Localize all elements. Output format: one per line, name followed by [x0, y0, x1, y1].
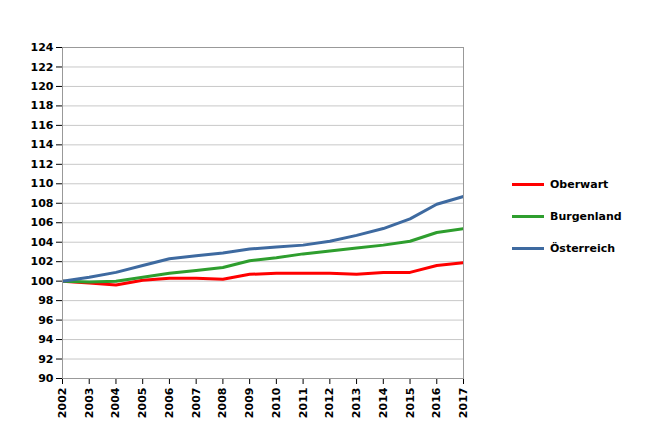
html-text:Österreich: Österreich [550, 241, 616, 255]
svg-text:118: 118 [31, 99, 54, 112]
html-text:Oberwart: Oberwart [550, 177, 609, 191]
svg-text:2002: 2002 [56, 388, 69, 419]
svg-text:94: 94 [38, 333, 54, 346]
svg-text:108: 108 [31, 197, 54, 210]
svg-text:2008: 2008 [216, 388, 229, 419]
svg-text:2016: 2016 [430, 387, 443, 418]
svg-text:2015: 2015 [404, 388, 417, 419]
svg-text:90: 90 [38, 372, 54, 385]
svg-text:106: 106 [31, 216, 54, 229]
svg-text:2011: 2011 [297, 388, 310, 419]
svg-text:96: 96 [38, 314, 54, 327]
svg-text:2003: 2003 [83, 388, 96, 419]
svg-text:114: 114 [31, 138, 54, 151]
svg-text:116: 116 [31, 119, 54, 132]
svg-text:100: 100 [31, 275, 54, 288]
svg-text:2013: 2013 [350, 388, 363, 419]
svg-text:98: 98 [38, 294, 53, 307]
svg-text:2006: 2006 [163, 387, 176, 418]
svg-text:2017: 2017 [457, 388, 470, 419]
svg-text:92: 92 [38, 353, 53, 366]
svg-text:110: 110 [31, 177, 54, 190]
svg-text:120: 120 [31, 80, 54, 93]
svg-text:102: 102 [31, 255, 54, 268]
svg-text:2007: 2007 [190, 388, 203, 419]
svg-text:112: 112 [31, 158, 54, 171]
svg-text:2012: 2012 [323, 388, 336, 419]
html-text:Burgenland: Burgenland [550, 209, 622, 223]
svg-text:124: 124 [31, 41, 54, 54]
svg-text:2010: 2010 [270, 387, 283, 418]
svg-text:2004: 2004 [109, 387, 122, 418]
svg-text:122: 122 [31, 60, 54, 73]
svg-text:104: 104 [31, 236, 54, 249]
svg-text:2005: 2005 [136, 388, 149, 419]
svg-text:2009: 2009 [243, 388, 256, 419]
svg-text:2014: 2014 [377, 387, 390, 418]
